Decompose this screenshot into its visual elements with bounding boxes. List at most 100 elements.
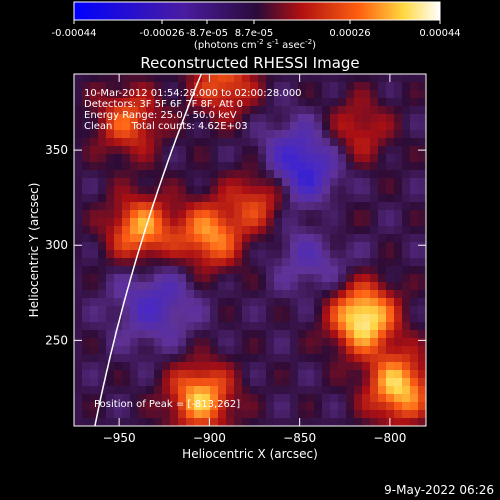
heatmap-cell — [330, 114, 339, 123]
heatmap-cell — [290, 338, 299, 347]
heatmap-cell — [314, 138, 323, 147]
heatmap-cell — [242, 410, 251, 419]
heatmap-cell — [218, 370, 227, 379]
heatmap-cell — [266, 370, 275, 379]
heatmap-cell — [410, 290, 419, 299]
heatmap-cell — [362, 266, 371, 275]
heatmap-cell — [282, 90, 291, 99]
heatmap-cell — [162, 106, 171, 115]
heatmap-cell — [170, 114, 179, 123]
heatmap-cell — [162, 266, 171, 275]
heatmap-cell — [90, 378, 99, 387]
heatmap-cell — [98, 114, 107, 123]
heatmap-cell — [106, 410, 115, 419]
heatmap-cell — [106, 298, 115, 307]
heatmap-cell — [298, 226, 307, 235]
heatmap-cell — [274, 114, 283, 123]
heatmap-cell — [194, 234, 203, 243]
heatmap-cell — [194, 378, 203, 387]
heatmap-cell — [178, 282, 187, 291]
heatmap-cell — [170, 106, 179, 115]
heatmap-cell — [114, 186, 123, 195]
heatmap-cell — [354, 82, 363, 91]
heatmap-cell — [338, 314, 347, 323]
heatmap-cell — [298, 218, 307, 227]
heatmap-cell — [354, 362, 363, 371]
heatmap-cell — [322, 218, 331, 227]
heatmap-cell — [170, 218, 179, 227]
heatmap-cell — [226, 362, 235, 371]
heatmap-cell — [226, 122, 235, 131]
heatmap-cell — [314, 130, 323, 139]
heatmap-cell — [162, 82, 171, 91]
heatmap-cell — [274, 250, 283, 259]
heatmap-cell — [354, 258, 363, 267]
heatmap-cell — [362, 90, 371, 99]
heatmap-cell — [74, 274, 83, 283]
heatmap-cell — [346, 74, 355, 83]
heatmap-cell — [290, 130, 299, 139]
heatmap-cell — [242, 370, 251, 379]
heatmap-cell — [194, 178, 203, 187]
heatmap-cell — [74, 130, 83, 139]
heatmap-cell — [290, 354, 299, 363]
heatmap-cell — [330, 418, 339, 426]
heatmap-cell — [266, 90, 275, 99]
heatmap-cell — [282, 154, 291, 163]
heatmap-cell — [234, 314, 243, 323]
heatmap-cell — [410, 322, 419, 331]
heatmap-cell — [178, 98, 187, 107]
heatmap-cell — [394, 178, 403, 187]
heatmap-cell — [290, 314, 299, 323]
heatmap-cell — [234, 370, 243, 379]
heatmap-cell — [98, 138, 107, 147]
heatmap-cell — [378, 226, 387, 235]
heatmap-cell — [338, 162, 347, 171]
heatmap-cell — [82, 138, 91, 147]
heatmap-cell — [122, 418, 131, 426]
heatmap-cell — [74, 162, 83, 171]
heatmap-cell — [346, 146, 355, 155]
heatmap-cell — [266, 242, 275, 251]
heatmap-cell — [202, 162, 211, 171]
heatmap-cell — [218, 210, 227, 219]
heatmap-cell — [370, 274, 379, 283]
heatmap-cell — [378, 194, 387, 203]
heatmap-cell — [362, 138, 371, 147]
heatmap-cell — [122, 186, 131, 195]
heatmap-cell — [386, 370, 395, 379]
heatmap-cell — [354, 130, 363, 139]
heatmap-cell — [386, 234, 395, 243]
heatmap-cell — [386, 154, 395, 163]
heatmap-cell — [282, 258, 291, 267]
heatmap-cell — [362, 362, 371, 371]
heatmap-cell — [338, 306, 347, 315]
heatmap-cell — [298, 194, 307, 203]
heatmap-cell — [346, 90, 355, 99]
heatmap-cell — [178, 226, 187, 235]
heatmap-cell — [314, 202, 323, 211]
heatmap-cell — [122, 202, 131, 211]
heatmap-cell — [106, 402, 115, 411]
heatmap-cell — [90, 418, 99, 426]
heatmap-cell — [370, 122, 379, 131]
heatmap-cell — [186, 202, 195, 211]
heatmap-cell — [162, 122, 171, 131]
heatmap-cell — [114, 394, 123, 403]
heatmap-cell — [402, 186, 411, 195]
heatmap-cell — [330, 274, 339, 283]
heatmap-cell — [202, 194, 211, 203]
heatmap-cell — [210, 378, 219, 387]
heatmap-cell — [418, 226, 426, 235]
heatmap-cell — [114, 162, 123, 171]
heatmap-cell — [290, 362, 299, 371]
heatmap-cell — [178, 242, 187, 251]
heatmap-cell — [394, 306, 403, 315]
heatmap-cell — [242, 130, 251, 139]
heatmap-cell — [386, 178, 395, 187]
heatmap-cell — [98, 370, 107, 379]
heatmap-cell — [114, 306, 123, 315]
heatmap-cell — [338, 402, 347, 411]
heatmap-cell — [154, 258, 163, 267]
heatmap-cell — [402, 274, 411, 283]
